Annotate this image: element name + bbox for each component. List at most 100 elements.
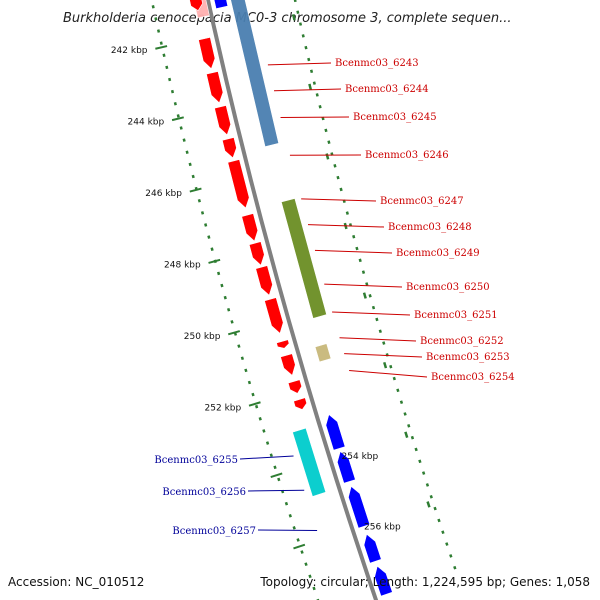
forward-label-leader xyxy=(314,249,393,254)
forward-gene-label-8: Bcenmc03_6250 xyxy=(406,282,490,293)
reverse-label-leader xyxy=(239,455,294,460)
forward-gene-label-9: Bcenmc03_6251 xyxy=(414,310,498,321)
tick-dot xyxy=(262,429,266,433)
tick-dot xyxy=(247,380,252,385)
forward-label-leader xyxy=(339,337,417,342)
tick-dot xyxy=(173,101,177,106)
forward-gene-arrow xyxy=(221,137,237,159)
tick-dot xyxy=(333,164,337,168)
tick-dot xyxy=(258,417,262,421)
tick-dot xyxy=(410,435,415,440)
tick-dot xyxy=(355,246,359,251)
tick-dot xyxy=(220,283,224,288)
forward-gene-label-5: Bcenmc03_6247 xyxy=(380,196,464,207)
forward-gene-arrow xyxy=(264,297,284,334)
tick-dot xyxy=(392,376,396,381)
tick-dot xyxy=(403,412,407,416)
tick-dot xyxy=(265,441,270,445)
tick-dot xyxy=(151,5,155,9)
forward-gene-label-3: Bcenmc03_6245 xyxy=(353,112,437,123)
feature-bars-layer xyxy=(193,0,332,497)
tick-dot xyxy=(365,282,369,286)
tick-dot xyxy=(309,69,314,74)
major-tick-outer xyxy=(308,83,313,91)
tick-dot xyxy=(361,270,366,274)
forward-gene-label-11: Bcenmc03_6253 xyxy=(426,352,510,363)
forward-gene-label-6: Bcenmc03_6248 xyxy=(388,222,472,233)
tick-dot xyxy=(292,526,296,530)
tick-dot xyxy=(162,53,166,57)
tick-dot xyxy=(185,150,189,154)
tick-dot xyxy=(375,317,379,322)
tick-dot xyxy=(207,235,211,239)
tick-dot xyxy=(301,34,305,38)
tick-dot xyxy=(284,501,289,506)
tick-dot xyxy=(296,538,300,542)
major-tick-outer xyxy=(383,361,388,369)
forward-gene-arrow xyxy=(276,339,290,349)
gene-labels-layer: Bcenmc03_6243 Bcenmc03_6244 Bcenmc03_6245 B… xyxy=(154,58,514,537)
tick-dot xyxy=(336,175,340,180)
forward-gene-label-10: Bcenmc03_6252 xyxy=(420,336,504,347)
tick-dot xyxy=(453,565,457,570)
tick-labels-layer: 242 kbp 244 kbp 246 kbp 248 kbp 250 kbp 252 k… xyxy=(111,46,401,533)
tick-dot xyxy=(304,562,308,567)
forward-gene-label-2: Bcenmc03_6244 xyxy=(345,84,429,95)
tick-dot xyxy=(318,104,322,109)
major-tick xyxy=(171,116,184,122)
major-tick-outer xyxy=(325,153,330,160)
tick-dot xyxy=(371,305,376,310)
tick-dot xyxy=(170,89,175,94)
tick-dot xyxy=(200,211,205,215)
forward-gene-arrow xyxy=(206,71,224,104)
major-tick xyxy=(189,187,202,193)
tick-dot xyxy=(240,356,244,361)
tick-dot xyxy=(288,513,292,518)
tick-dot xyxy=(159,41,163,45)
tick-label-248: 248 kbp xyxy=(164,260,201,270)
forward-gene-arrow xyxy=(255,265,273,296)
forward-gene-arrow xyxy=(248,241,265,266)
tick-dot xyxy=(389,364,393,369)
forward-gene-arrow xyxy=(214,105,232,136)
forward-gene-label-7: Bcenmc03_6249 xyxy=(396,248,480,259)
tick-dot xyxy=(165,65,169,70)
forward-label-leader xyxy=(267,62,332,66)
tick-dot xyxy=(254,404,259,409)
major-tick-outer xyxy=(362,292,367,299)
tick-dot xyxy=(382,341,386,345)
forward-label-leader xyxy=(332,311,411,316)
tick-dot xyxy=(304,45,308,50)
forward-gene-arrow xyxy=(198,36,216,70)
tick-dot xyxy=(217,271,221,276)
tick-dot xyxy=(168,77,172,82)
tick-label-254: 254 kbp xyxy=(342,452,379,462)
forward-label-leader xyxy=(301,198,377,202)
tick-dot xyxy=(425,483,430,487)
tick-dot xyxy=(197,198,201,203)
forward-label-leader xyxy=(307,224,385,228)
tick-dot xyxy=(179,126,183,130)
tick-label-252: 252 kbp xyxy=(205,403,242,413)
tick-dot xyxy=(433,506,437,511)
reverse-gene-arrow xyxy=(348,485,371,529)
forward-label-leader xyxy=(274,88,342,92)
reverse-gene-arrow xyxy=(374,565,393,597)
tick-dot xyxy=(273,465,277,470)
tick-dot xyxy=(312,81,316,85)
major-tick-outer xyxy=(291,14,296,21)
feature-bar-steelblue xyxy=(230,0,280,148)
reverse-gene-arrow xyxy=(213,0,229,10)
tick-dot xyxy=(327,140,331,144)
forward-gene-arrow xyxy=(227,159,250,209)
tick-dot xyxy=(188,162,192,167)
tick-dot xyxy=(300,550,304,554)
forward-label-leader xyxy=(349,369,428,378)
tick-dot xyxy=(154,17,158,21)
forward-gene-label-1: Bcenmc03_6243 xyxy=(335,58,419,69)
backbone-line xyxy=(205,0,379,600)
tick-label-256: 256 kbp xyxy=(364,523,401,533)
major-tick xyxy=(155,45,168,50)
tick-dot xyxy=(307,57,311,62)
tick-label-246: 246 kbp xyxy=(145,189,182,199)
